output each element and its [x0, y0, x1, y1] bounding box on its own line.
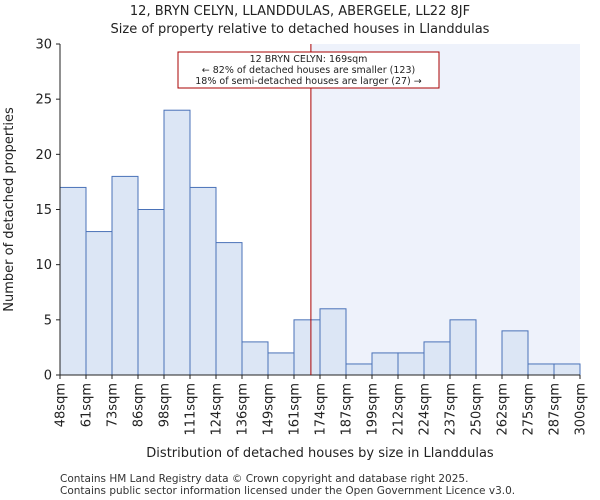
x-tick-label: 224sqm [418, 383, 433, 436]
bar-73sqm [111, 175, 139, 376]
y-tick-label: 0 [44, 369, 52, 384]
chart-subtitle: Size of property relative to detached ho… [110, 22, 490, 37]
x-tick-label: 86sqm [132, 383, 147, 427]
y-tick-label: 15 [35, 203, 52, 218]
x-tick-label: 161sqm [288, 383, 303, 436]
x-tick-label: 237sqm [444, 383, 459, 436]
x-tick-label: 287sqm [548, 383, 563, 436]
annotation-line-1: 12 BRYN CELYN: 169sqm [250, 54, 368, 65]
annotation-box [177, 51, 440, 89]
bar-262sqm [501, 330, 529, 376]
bar-86sqm [137, 209, 165, 376]
bar-187sqm [345, 363, 373, 376]
bar-161sqm [293, 319, 321, 376]
y-tick-label: 25 [35, 93, 52, 108]
bar-275sqm [527, 363, 555, 376]
bar-149sqm [267, 352, 295, 376]
larger-region-shading [310, 44, 580, 375]
y-axis-title: Number of detached properties [2, 107, 17, 312]
y-tick-label: 5 [44, 313, 52, 328]
x-tick-label: 124sqm [210, 383, 225, 436]
x-tick-label: 275sqm [522, 383, 537, 436]
footer-licence: Contains public sector information licen… [60, 485, 516, 497]
x-axis-title: Distribution of detached houses by size … [146, 446, 494, 461]
y-tick-label: 10 [35, 258, 52, 273]
chart-title: 12, BRYN CELYN, LLANDDULAS, ABERGELE, LL… [129, 4, 471, 19]
bar-98sqm [163, 109, 191, 376]
x-tick-label: 300sqm [574, 383, 589, 436]
bar-237sqm [449, 319, 477, 376]
bar-174sqm [319, 308, 347, 376]
bar-224sqm [423, 341, 451, 376]
x-tick-label: 136sqm [236, 383, 251, 436]
x-tick-label: 262sqm [496, 383, 511, 436]
x-tick-label: 61sqm [80, 383, 95, 427]
y-tick-label: 30 [35, 38, 52, 53]
x-tick-label: 199sqm [366, 383, 381, 436]
x-tick-label: 174sqm [314, 383, 329, 436]
bar-61sqm [85, 231, 113, 376]
x-tick-label: 73sqm [106, 383, 121, 427]
bar-287sqm [553, 363, 581, 376]
annotation-line-2: ← 82% of detached houses are smaller (12… [202, 65, 415, 76]
x-tick-label: 111sqm [184, 383, 199, 436]
annotation-line-3: 18% of semi-detached houses are larger (… [195, 76, 422, 87]
x-tick-label: 98sqm [158, 383, 173, 427]
x-tick-label: 48sqm [54, 383, 69, 427]
bar-212sqm [397, 352, 425, 376]
x-tick-label: 212sqm [392, 383, 407, 436]
bar-136sqm [241, 341, 269, 376]
footer-copyright: Contains HM Land Registry data © Crown c… [60, 473, 469, 485]
bar-199sqm [371, 352, 399, 376]
y-tick-label: 20 [35, 148, 52, 163]
x-tick-label: 250sqm [470, 383, 485, 436]
bar-111sqm [189, 186, 217, 376]
x-tick-label: 149sqm [262, 383, 277, 436]
bar-48sqm [59, 186, 87, 376]
x-tick-label: 187sqm [340, 383, 355, 436]
bar-124sqm [215, 242, 243, 376]
